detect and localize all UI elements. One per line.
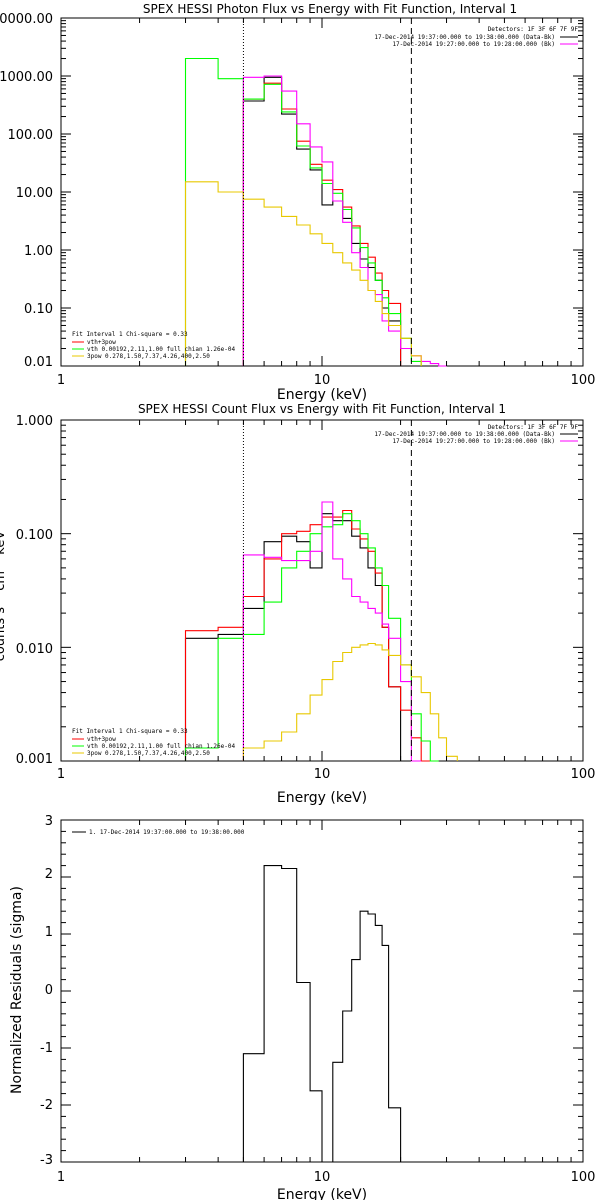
panel1-xtick-label: 10 xyxy=(314,373,331,388)
p1-series-2 xyxy=(184,57,422,366)
panel1-title: SPEX HESSI Photon Flux vs Energy with Fi… xyxy=(143,2,517,16)
panel1-x-axis-title: Energy (keV) xyxy=(277,387,367,403)
p3-series-0 xyxy=(242,865,402,1163)
panel2-xtick-label: 1 xyxy=(57,767,65,782)
panel1-fit-info: Fit Interval 1 Chi-square = 0.33 xyxy=(72,331,188,338)
panel1-xtick-label: 1 xyxy=(57,373,65,388)
panel3-ytick-label: -1 xyxy=(40,1041,53,1056)
panel2-title: SPEX HESSI Count Flux vs Energy with Fit… xyxy=(138,402,506,416)
photon-flux-panel: SPEX HESSI Photon Flux vs Energy with Fi… xyxy=(0,2,595,403)
panel3-legend-text: 1. 17-Dec-2014 19:37:00.000 to 19:38:00.… xyxy=(89,829,245,836)
panel2-ytick-label: 0.100 xyxy=(16,528,53,543)
p1-series-3 xyxy=(242,75,447,367)
panel2-legend-vth: vth 0.00192,2.11,1.00 full chian 1.26e-0… xyxy=(87,743,235,750)
panel2-x-axis-title: Energy (keV) xyxy=(277,790,367,806)
count-flux-panel: SPEX HESSI Count Flux vs Energy with Fit… xyxy=(0,402,595,806)
panel2-legend-3pow: 3pow 0.278,1.50,7.37,4.26,400,2.50 xyxy=(87,750,210,757)
panel1-detectors: Detectors: 1F 3F 6F 7F 9F xyxy=(488,26,579,33)
p1-series-4 xyxy=(184,181,422,366)
p2-series-3 xyxy=(242,501,422,762)
p2-series-4 xyxy=(242,642,458,761)
panel2-fit-info: Fit Interval 1 Chi-square = 0.33 xyxy=(72,728,188,735)
panel3-y-axis-title: Normalized Residuals (sigma) xyxy=(9,886,25,1094)
panel1-legend-data: 17-Dec-2014 19:37:00.000 to 19:38:00.000… xyxy=(374,34,555,41)
p1-series-1 xyxy=(242,82,402,366)
panel1-ytick-label: 10.00 xyxy=(16,186,53,201)
panel3-xtick-label: 100 xyxy=(571,1170,596,1185)
residuals-panel: Normalized Residuals (sigma) 3 2 1 0 -1 … xyxy=(9,814,595,1200)
panel3-ytick-label: -3 xyxy=(40,1153,53,1168)
panel1-ytick-label: 0.10 xyxy=(24,302,53,317)
panel1-ticks xyxy=(60,17,583,367)
p2-series-1 xyxy=(184,509,431,762)
panel2-detectors: Detectors: 1F 3F 6F 7F 9F xyxy=(488,424,579,431)
panel2-xtick-label: 10 xyxy=(314,767,331,782)
panel1-ytick-label: 1000.00 xyxy=(0,70,53,85)
panel1-ytick-label: 1.00 xyxy=(24,244,53,259)
p1-series-0 xyxy=(242,76,412,367)
panel3-ytick-label: 3 xyxy=(45,814,53,829)
panel1-ytick-label: 100.00 xyxy=(8,128,54,143)
panel2-xtick-label: 100 xyxy=(571,767,596,782)
panel3-ytick-label: 0 xyxy=(45,983,53,998)
panel1-curves xyxy=(184,57,447,367)
panel3-curves xyxy=(242,865,402,1163)
panel1-legend-vth: vth 0.00192,2.11,1.00 full chian 1.26e-0… xyxy=(87,346,235,353)
panel3-ytick-label: 2 xyxy=(45,867,53,882)
panel2-ticks xyxy=(60,419,583,762)
panel1-legend-3pow: 3pow 0.278,1.50,7.37,4.26,400,2.50 xyxy=(87,353,210,360)
panel2-curves xyxy=(184,501,458,762)
panel3-ticks xyxy=(60,819,583,1163)
panel2-frame xyxy=(60,419,584,762)
panel3-xtick-label: 10 xyxy=(314,1170,331,1185)
panel2-ytick-label: 1.000 xyxy=(16,414,53,429)
panel1-legend-model: vth+3pow xyxy=(87,339,116,346)
panel1-ytick-label: 0.01 xyxy=(24,355,53,370)
panel2-legend-model: vth+3pow xyxy=(87,736,116,743)
panel3-x-axis-title: Energy (keV) xyxy=(277,1187,367,1200)
panel1-ytick-label: 0000.00 xyxy=(0,12,53,27)
panel1-xtick-label: 100 xyxy=(571,373,596,388)
panel3-ytick-label: 1 xyxy=(45,925,53,940)
panel2-legend-bk: 17-Dec-2014 19:27:00.000 to 19:28:00.000… xyxy=(392,438,555,445)
panel3-xtick-label: 1 xyxy=(57,1170,65,1185)
panel2-legend-data: 17-Dec-2014 19:37:00.000 to 19:38:00.000… xyxy=(374,431,555,438)
panel1-legend-bk: 17-Dec-2014 19:27:00.000 to 19:28:00.000… xyxy=(392,41,555,48)
panel2-y-axis-title: counts s⁻¹ cm⁻² keV⁻¹ xyxy=(0,519,8,662)
panel2-ytick-label: 0.001 xyxy=(16,752,53,767)
panel2-ytick-label: 0.010 xyxy=(16,642,53,657)
panel3-ytick-label: -2 xyxy=(40,1098,53,1113)
